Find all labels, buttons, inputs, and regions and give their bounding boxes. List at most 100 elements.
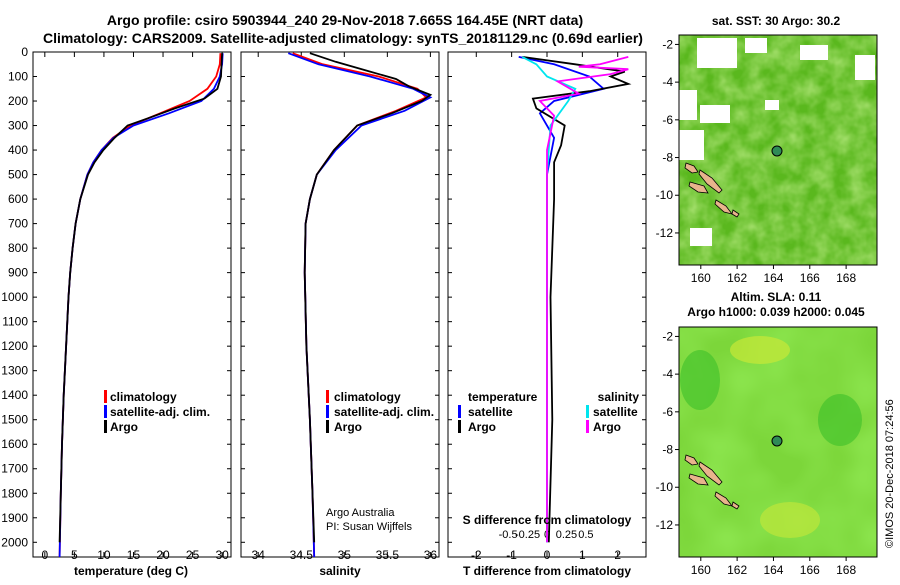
x-tick-label: 15: [127, 548, 141, 562]
figure-title: Argo profile: csiro 5903944_240 29-Nov-2…: [107, 12, 583, 28]
cloud-gap: [745, 38, 767, 53]
cloud-gap: [855, 55, 875, 80]
sla-feature: [730, 336, 790, 364]
lat-tick-label: -2: [662, 329, 673, 343]
s-tick-label: 0.5: [578, 529, 593, 541]
figure-subtitle: Climatology: CARS2009. Satellite-adjuste…: [43, 30, 643, 46]
cloud-gap: [700, 105, 730, 123]
island-malaita: [714, 491, 733, 507]
depth-tick-label: 200: [8, 94, 28, 108]
legend-label-s-satellite: satellite: [593, 405, 638, 419]
sla-map: [679, 327, 877, 557]
legend-label-climatology: climatology: [110, 390, 177, 404]
salinity-series: [287, 52, 433, 558]
series-line: [58, 53, 223, 543]
sst-map: [679, 35, 877, 265]
legend-swatch-argo: [104, 420, 107, 433]
lat-tick-label: -6: [662, 113, 673, 127]
difference-x-axis: -2 -1 0 1 2-0.5-0.25 0 0.25 0.5: [471, 52, 621, 562]
x-tick-label: -1: [506, 548, 517, 562]
cloud-gap: [679, 130, 704, 160]
island-choiseul: [684, 454, 699, 466]
sla-feature: [760, 502, 820, 538]
s-tick-label: -0.25: [515, 529, 540, 541]
legend-label-t-argo: Argo: [468, 420, 496, 434]
lon-tick-label: 162: [727, 563, 747, 577]
difference-axis-label: T difference from climatology: [463, 564, 631, 578]
island-guadalcanal: [688, 473, 709, 486]
x-tick-label: 30: [215, 548, 229, 562]
legend-label-s-argo: Argo: [593, 420, 621, 434]
sla-feature: [680, 350, 720, 410]
x-tick-label: 34: [252, 548, 266, 562]
depth-tick-label: 1400: [1, 388, 28, 402]
legend-swatch-satellite: [326, 405, 329, 418]
legend-swatch-t-satellite: [458, 405, 461, 418]
sla-map-axes: 160 162 164 166 168 -2 -4 -6 -8 -10 -12: [656, 329, 857, 577]
sst-map-title: sat. SST: 30 Argo: 30.2: [712, 14, 841, 28]
depth-tick-label: 600: [8, 192, 28, 206]
s-tick-label: 0.25: [556, 529, 577, 541]
sla-islands: [684, 454, 740, 510]
salinity-x-axis: 34 34.5 35 35.5 36: [252, 52, 438, 562]
temperature-axis-label: temperature (deg C): [74, 564, 188, 578]
depth-tick-label: 1600: [1, 437, 28, 451]
depth-tick-label: 1500: [1, 413, 28, 427]
temperature-panel: [32, 51, 232, 558]
sla-map-subtitle: Argo h1000: 0.039 h2000: 0.045: [687, 305, 865, 319]
lat-tick-label: -4: [662, 367, 673, 381]
lat-tick-label: -8: [662, 151, 673, 165]
lon-tick-label: 168: [836, 563, 856, 577]
x-tick-label: 35.5: [376, 548, 400, 562]
s-difference-axis-label: S difference from climatology: [463, 513, 632, 527]
sst-cloud-gaps: [679, 38, 875, 246]
x-tick-label: 2: [614, 548, 621, 562]
temperature-legend: climatology satellite-adj. clim. Argo: [104, 390, 210, 434]
series-line: [538, 56, 629, 543]
x-tick-label: 20: [156, 548, 170, 562]
salinity-axis-label: salinity: [319, 564, 361, 578]
lon-tick-label: 160: [691, 271, 711, 285]
x-tick-label: 0: [41, 548, 48, 562]
series-line: [58, 53, 222, 558]
island-santa-isabel: [698, 461, 723, 486]
island-malaita: [714, 199, 733, 215]
series-line: [518, 56, 606, 543]
lat-tick-label: -12: [656, 518, 674, 532]
depth-tick-label: 1800: [1, 486, 28, 500]
legend-swatch-climatology: [104, 390, 107, 403]
temperature-x-axis: 0 5 10 15 20 25 30: [41, 52, 229, 562]
island-santa-isabel: [698, 169, 723, 194]
credit-line-1: Argo Australia: [326, 507, 395, 519]
legend-swatch-satellite: [104, 405, 107, 418]
depth-tick-label: 100: [8, 70, 28, 84]
x-tick-label: 5: [71, 548, 78, 562]
island-makira: [731, 209, 740, 218]
legend-swatch-s-satellite: [586, 405, 589, 418]
lat-tick-label: -8: [662, 443, 673, 457]
cloud-gap: [800, 45, 828, 60]
lat-tick-label: -12: [656, 226, 674, 240]
cloud-gap: [697, 38, 737, 68]
depth-tick-label: 300: [8, 119, 28, 133]
sla-feature: [818, 394, 862, 446]
sst-argo-position: [771, 145, 783, 157]
depth-tick-label: 800: [8, 241, 28, 255]
temperature-series: [58, 53, 224, 558]
depth-tick-label: 1300: [1, 364, 28, 378]
legend-label-t-satellite: satellite: [468, 405, 513, 419]
legend-label-climatology: climatology: [334, 390, 401, 404]
x-tick-label: 0: [544, 548, 551, 562]
series-line: [58, 53, 224, 558]
island-choiseul: [684, 162, 699, 174]
legend-swatch-argo: [326, 420, 329, 433]
x-tick-label: 36: [424, 548, 438, 562]
depth-tick-label: 500: [8, 168, 28, 182]
cloud-gap: [690, 228, 712, 246]
salinity-legend: climatology satellite-adj. clim. Argo Ar…: [326, 390, 434, 533]
lon-tick-label: 166: [800, 563, 820, 577]
x-tick-label: 1: [579, 548, 586, 562]
legend-label-argo: Argo: [334, 420, 362, 434]
lon-tick-label: 164: [763, 271, 783, 285]
